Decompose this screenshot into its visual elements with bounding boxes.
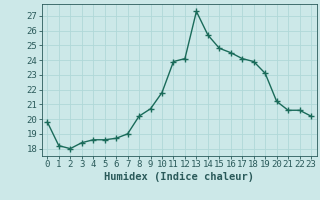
X-axis label: Humidex (Indice chaleur): Humidex (Indice chaleur) [104, 172, 254, 182]
